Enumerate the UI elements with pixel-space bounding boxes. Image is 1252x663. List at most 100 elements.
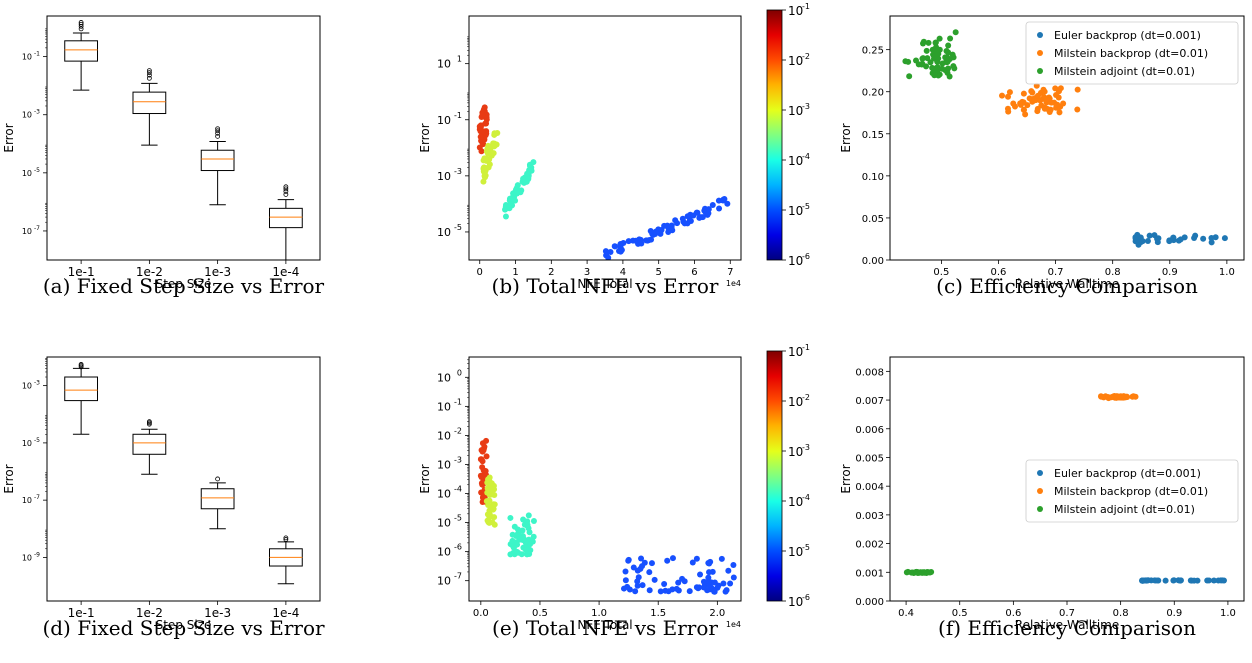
box-iqr [64, 40, 99, 62]
data-point [939, 65, 946, 72]
data-point [507, 514, 514, 521]
colorbar-tick-exponent: -4 [802, 152, 810, 161]
data-point [523, 178, 530, 185]
data-point [478, 148, 485, 155]
x-tick-label: 0.5 [952, 608, 968, 619]
data-point [477, 123, 484, 130]
flier-point [146, 68, 152, 74]
data-point [625, 557, 632, 564]
data-point [482, 120, 489, 127]
colorbar-tick-label: 10 [788, 595, 803, 609]
y-axis-label: Error [418, 464, 432, 493]
box-iqr [132, 91, 167, 115]
y-tick-label: 0.05 [862, 214, 884, 225]
y-axis-label: Error [2, 464, 16, 493]
box-1e-3 [200, 476, 235, 530]
panel-caption: (d) Fixed Step Size vs Error [42, 616, 325, 640]
x-tick-label: 1.5 [650, 608, 666, 619]
y-tick-exponent: -5 [34, 437, 40, 444]
y-tick-exponent: -1 [34, 51, 40, 58]
data-point [1074, 86, 1081, 93]
y-tick-label: 10 [22, 111, 32, 120]
data-point [658, 227, 665, 234]
panel-caption: (e) Total NFE vs Error [492, 616, 718, 640]
x-multiplier: 1e4 [726, 279, 741, 288]
data-point [605, 254, 612, 260]
data-point [477, 133, 484, 140]
data-point [925, 39, 932, 46]
data-point [1132, 234, 1139, 241]
x-tick-label: 1e-2 [136, 265, 163, 279]
x-tick-label: 0.7 [1059, 608, 1075, 619]
data-point [675, 587, 682, 594]
data-point [602, 248, 609, 255]
data-point [952, 29, 959, 36]
colorbar-tick-label: 10 [788, 545, 803, 559]
axes-frame [889, 15, 1245, 261]
data-point [479, 458, 486, 465]
box-1e-1 [64, 20, 99, 91]
data-point [612, 243, 619, 250]
data-point [920, 569, 927, 576]
data-point [727, 580, 734, 587]
y-tick-label: 0.000 [855, 597, 884, 608]
data-point [638, 555, 645, 562]
data-point [931, 47, 938, 54]
x-tick-label: 1e-4 [272, 606, 299, 620]
legend-marker [1037, 506, 1043, 512]
x-tick-label: 1e-1 [68, 265, 95, 279]
y-tick-label: 0.003 [855, 511, 884, 522]
x-tick-label: 0.5 [532, 608, 548, 619]
data-point [919, 40, 926, 47]
data-point [634, 578, 641, 585]
data-point [530, 518, 537, 525]
data-point [939, 60, 946, 67]
data-point [523, 547, 530, 554]
data-point [491, 130, 498, 137]
data-point [625, 238, 632, 245]
legend-label: Euler backprop (dt=0.001) [1054, 29, 1201, 42]
x-tick-label: 1e-1 [68, 606, 95, 620]
data-point [1020, 90, 1027, 97]
data-point [1105, 395, 1112, 402]
panel-caption: (f) Efficiency Comparison [938, 616, 1196, 640]
data-point [526, 161, 533, 168]
y-tick-exponent: -5 [454, 223, 462, 232]
y-tick-exponent: -3 [34, 380, 40, 387]
flier-point [78, 26, 84, 32]
data-point [525, 512, 532, 519]
data-point [1005, 108, 1012, 115]
data-point [519, 527, 526, 534]
panel-f: 0.000 0.001 0.002 0.003 0.004 0.005 0.006 0.007… [839, 356, 1245, 640]
colorbar-tick-exponent: -3 [802, 443, 810, 452]
x-tick-label: 0.8 [1105, 267, 1121, 278]
data-point [674, 220, 681, 227]
data-point [1191, 577, 1198, 584]
data-point [491, 501, 498, 508]
box-1e-4 [268, 535, 303, 585]
data-point [1200, 235, 1207, 242]
x-tick-label: 2.0 [709, 608, 725, 619]
x-tick-label: 1e-3 [204, 606, 231, 620]
legend-box [1025, 21, 1239, 85]
data-point [1060, 100, 1067, 107]
data-point [693, 555, 700, 562]
panel-caption: (b) Total NFE vs Error [492, 274, 719, 298]
data-point [639, 582, 646, 589]
y-tick-exponent: -5 [454, 514, 462, 523]
data-point [1208, 234, 1215, 241]
data-point [1043, 96, 1050, 103]
data-point [487, 481, 494, 488]
data-point [1210, 577, 1217, 584]
panel-c: 0.00 0.05 0.10 0.15 0.20 0.25 0.5 0.6 0.7 0.8 0.9 1… [839, 15, 1245, 298]
y-tick-label: 10 [437, 114, 451, 127]
data-point [530, 533, 537, 540]
data-point [945, 42, 952, 49]
y-tick-label: 10 [22, 227, 32, 236]
data-point [514, 541, 521, 548]
flier-point [78, 20, 84, 25]
plot-area [477, 437, 737, 595]
x-tick-label: 0.6 [1005, 608, 1021, 619]
data-point [686, 588, 693, 595]
data-point [951, 65, 958, 72]
